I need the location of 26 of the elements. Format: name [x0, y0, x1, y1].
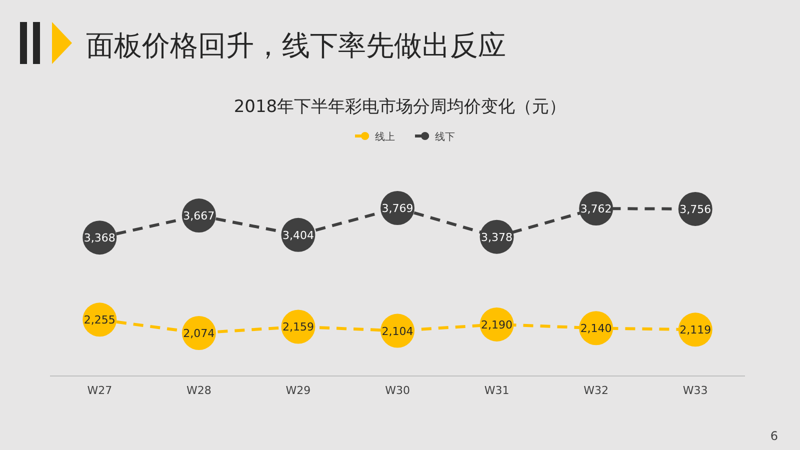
text: 6: [770, 429, 778, 443]
x-tick-label: W33: [682, 384, 708, 397]
x-tick-label: W32: [584, 384, 609, 397]
data-label: 2,140: [580, 322, 612, 336]
x-tick-label: W31: [484, 384, 510, 397]
data-label: 3,378: [481, 230, 513, 244]
data-label: 2,104: [382, 324, 414, 338]
legend-label: 线下: [435, 131, 455, 143]
x-tick-label: W29: [286, 384, 311, 397]
x-tick-label: W27: [87, 384, 112, 397]
data-label: 2,190: [481, 318, 513, 332]
data-label: 2,159: [282, 320, 314, 334]
legend-label: 线上: [375, 131, 395, 143]
data-label: 3,769: [382, 202, 414, 215]
data-label: 3,368: [84, 232, 116, 245]
data-label: 2,074: [183, 327, 215, 340]
data-label: 3,667: [183, 210, 215, 223]
data-label: 2,255: [84, 314, 116, 327]
data-label: 2,119: [680, 324, 712, 337]
chart-title: 面板价格回升，线下率先做出反应: [86, 29, 506, 62]
x-tick-label: W28: [186, 384, 212, 397]
data-label: 3,404: [282, 228, 314, 242]
chart-subtitle: 2018年下半年彩电市场分周均价变化（元）: [234, 97, 566, 117]
x-tick-label: W30: [385, 384, 410, 397]
data-label: 3,762: [580, 202, 612, 216]
data-label: 3,756: [680, 202, 712, 216]
